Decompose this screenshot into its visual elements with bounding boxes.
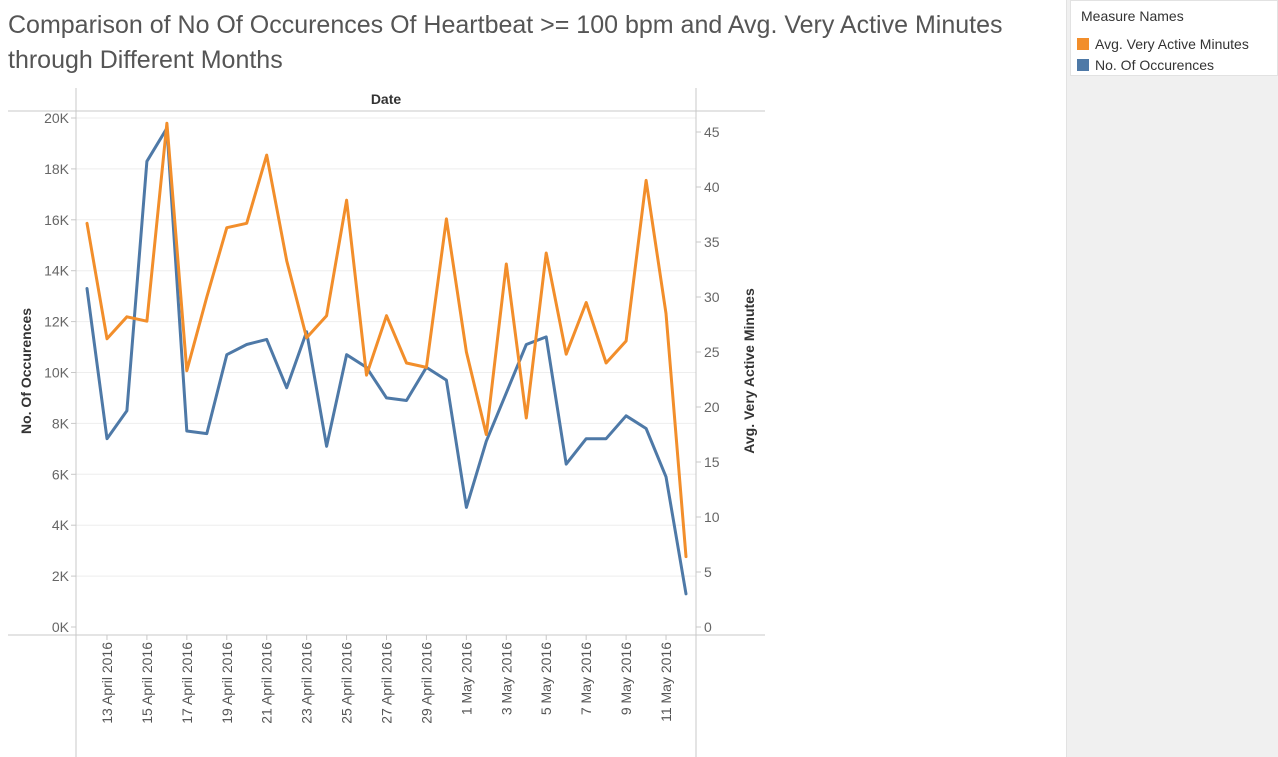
legend-item-no-of-occurences[interactable]: No. Of Occurences xyxy=(1077,57,1214,73)
legend-item-avg-very-active-minutes[interactable]: Avg. Very Active Minutes xyxy=(1077,36,1249,52)
left-tick-label: 14K xyxy=(44,263,70,279)
right-tick-label: 0 xyxy=(704,619,712,635)
x-axis-ticks: 13 April 2016 15 April 2016 17 April 2016 1… xyxy=(99,635,674,724)
legend-swatch-blue xyxy=(1077,59,1089,71)
left-tick-label: 8K xyxy=(52,415,70,431)
legend-panel xyxy=(1066,0,1278,757)
gridlines xyxy=(76,117,696,577)
left-tick-label: 6K xyxy=(52,466,70,482)
left-axis-ticks: 0K 2K 4K 6K 8K 10K 12K 14K 16K 18K 20K xyxy=(44,110,76,635)
x-tick-label: 5 May 2016 xyxy=(538,642,554,715)
x-tick-label: 11 May 2016 xyxy=(658,642,674,722)
x-tick-label: 25 April 2016 xyxy=(339,642,355,724)
left-tick-label: 20K xyxy=(44,110,70,126)
series-lines xyxy=(85,121,688,596)
right-axis-ticks: 0 5 10 15 20 25 30 35 40 45 xyxy=(696,124,720,635)
x-tick-label: 3 May 2016 xyxy=(498,642,514,715)
x-tick-label: 9 May 2016 xyxy=(618,642,634,715)
left-tick-label: 4K xyxy=(52,517,70,533)
x-tick-label: 1 May 2016 xyxy=(458,642,474,715)
series-line-no-of-occurences[interactable] xyxy=(85,126,688,596)
left-tick-label: 2K xyxy=(52,568,70,584)
x-tick-label: 17 April 2016 xyxy=(179,642,195,724)
series-line-avg-very-active-minutes[interactable] xyxy=(85,121,688,559)
legend: Measure Names Avg. Very Active Minutes N… xyxy=(1070,0,1278,76)
left-tick-label: 16K xyxy=(44,212,70,228)
right-tick-label: 30 xyxy=(704,289,720,305)
right-tick-label: 40 xyxy=(704,179,720,195)
legend-title: Measure Names xyxy=(1081,8,1184,24)
right-tick-label: 35 xyxy=(704,234,720,250)
left-tick-label: 0K xyxy=(52,619,70,635)
right-tick-label: 10 xyxy=(704,509,720,525)
x-tick-label: 13 April 2016 xyxy=(99,642,115,724)
legend-swatch-orange xyxy=(1077,38,1089,50)
legend-item-label: Avg. Very Active Minutes xyxy=(1095,36,1249,52)
right-tick-label: 20 xyxy=(704,399,720,415)
legend-item-label: No. Of Occurences xyxy=(1095,57,1215,73)
chart-area: Date 0K 2K 4K 6K 8K 10K 12K 14K 16K 18K 20K 0 5 10 15… xyxy=(8,88,765,757)
left-tick-label: 12K xyxy=(44,314,70,330)
x-tick-label: 29 April 2016 xyxy=(418,642,434,724)
right-tick-label: 5 xyxy=(704,564,712,580)
right-axis-title: Avg. Very Active Minutes xyxy=(741,288,757,454)
right-tick-label: 25 xyxy=(704,344,720,360)
right-tick-label: 15 xyxy=(704,454,720,470)
x-tick-label: 19 April 2016 xyxy=(219,642,235,724)
left-axis-title: No. Of Occurences xyxy=(18,308,34,434)
x-tick-label: 27 April 2016 xyxy=(379,642,395,724)
left-tick-label: 10K xyxy=(44,365,70,381)
x-axis-title: Date xyxy=(371,91,402,107)
left-tick-label: 18K xyxy=(44,161,70,177)
x-tick-label: 23 April 2016 xyxy=(299,642,315,724)
x-tick-label: 21 April 2016 xyxy=(259,642,275,724)
chart-title: Comparison of No Of Occurences Of Heartb… xyxy=(8,11,1003,74)
right-tick-label: 45 xyxy=(704,124,720,140)
x-tick-label: 15 April 2016 xyxy=(139,642,155,724)
x-tick-label: 7 May 2016 xyxy=(578,642,594,715)
